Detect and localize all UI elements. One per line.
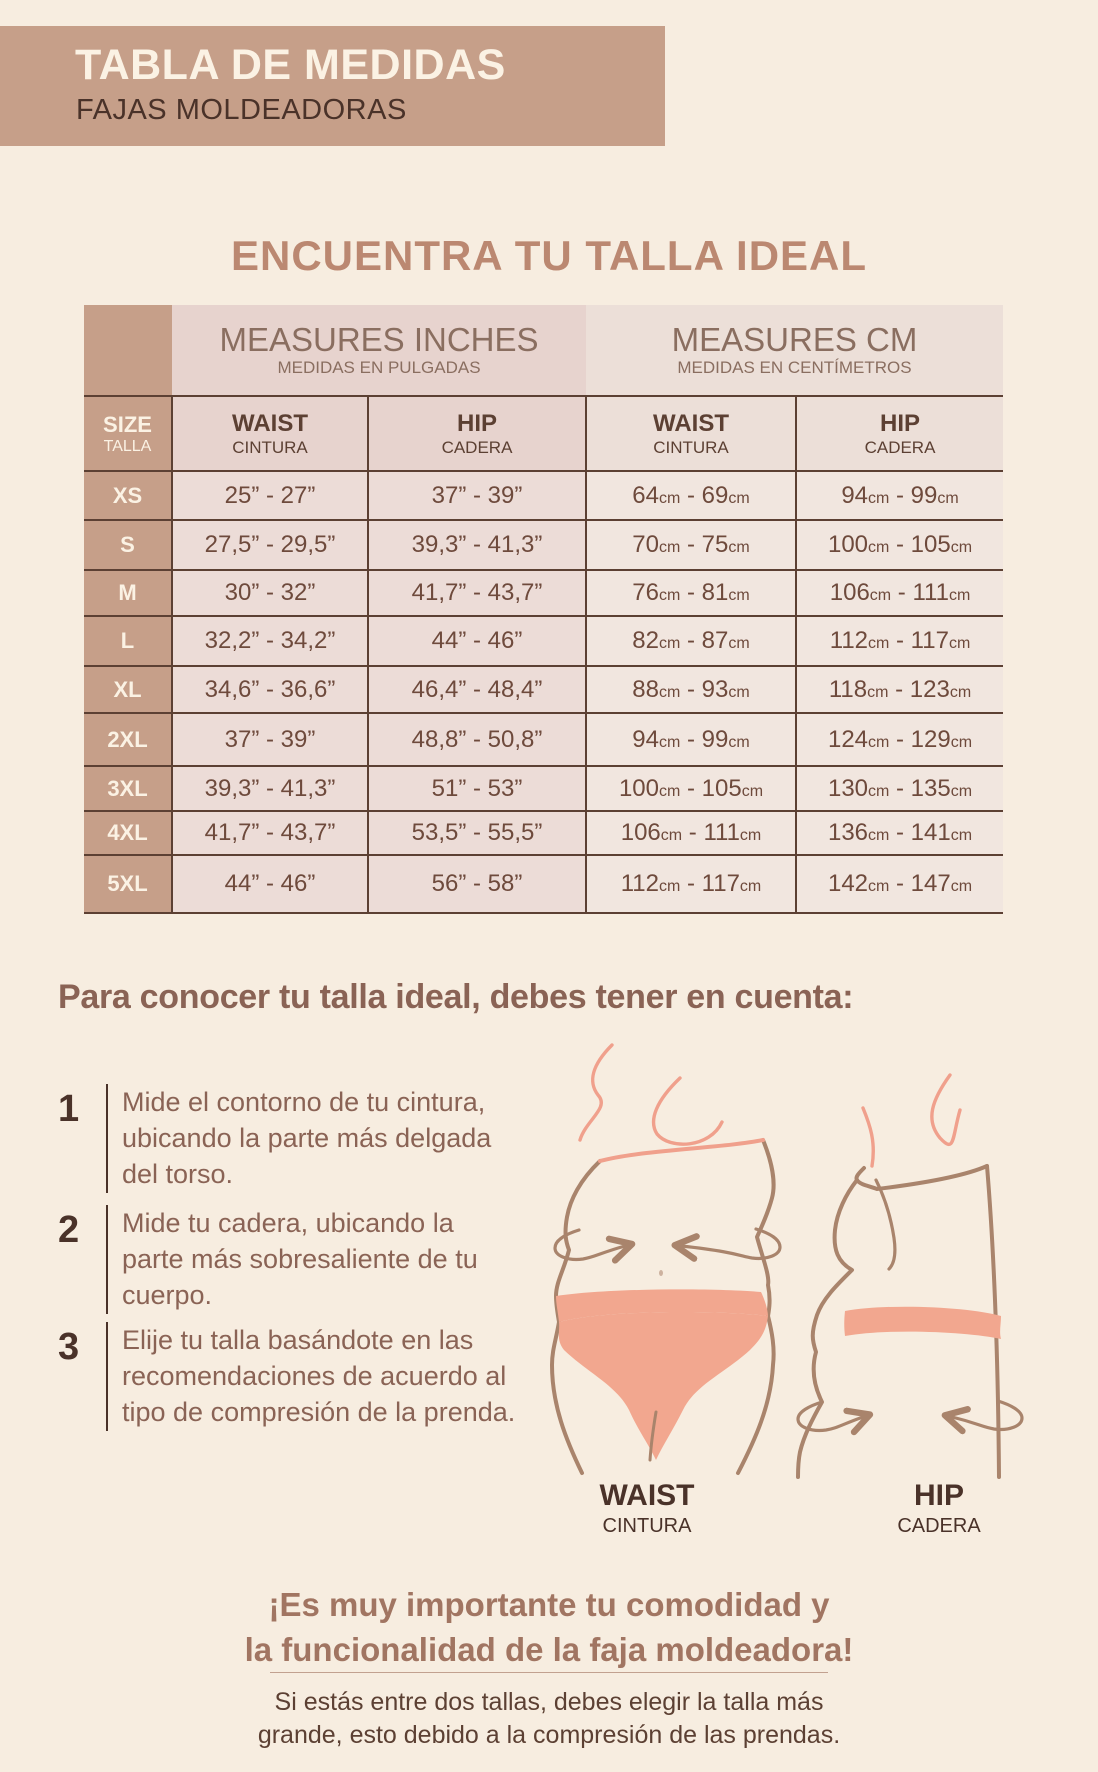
svg-text:CADERA: CADERA (897, 1515, 981, 1537)
svg-text:CINTURA: CINTURA (603, 1515, 693, 1537)
svg-text:HIP: HIP (914, 1479, 964, 1512)
svg-text:WAIST: WAIST (600, 1479, 695, 1512)
